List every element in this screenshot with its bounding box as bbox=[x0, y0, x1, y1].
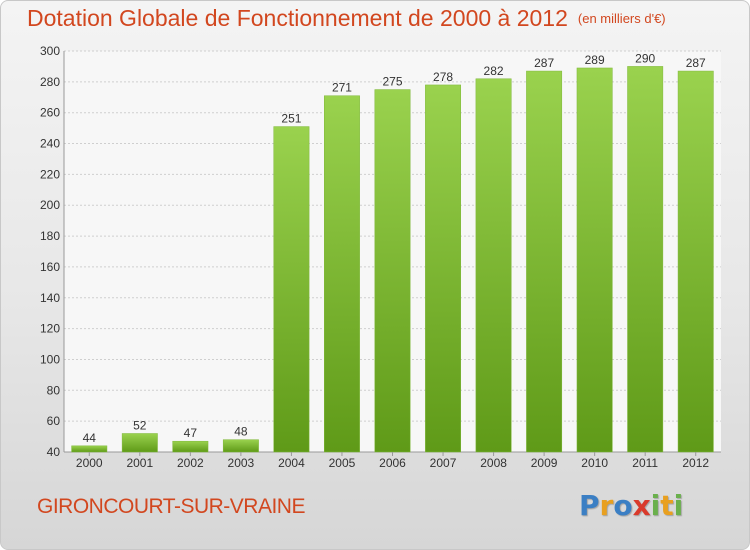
data-label: 287 bbox=[534, 56, 554, 70]
x-tick-label: 2003 bbox=[228, 456, 255, 470]
x-tick-label: 2010 bbox=[581, 456, 608, 470]
logo-letter: P bbox=[579, 489, 600, 522]
data-label: 287 bbox=[686, 56, 706, 70]
y-tick-label: 280 bbox=[40, 75, 60, 89]
bar-2004 bbox=[273, 126, 310, 453]
bar-2003 bbox=[222, 439, 259, 453]
bar-2007 bbox=[425, 84, 461, 453]
y-tick-label: 260 bbox=[40, 106, 60, 120]
y-tick-label: 200 bbox=[40, 198, 60, 212]
chart-subtitle: (en milliers d'€) bbox=[577, 11, 666, 26]
x-tick-label: 2005 bbox=[329, 456, 356, 470]
y-tick-label: 120 bbox=[40, 322, 60, 336]
y-tick-label: 100 bbox=[40, 352, 60, 366]
logo-letter: o bbox=[613, 489, 633, 522]
logo-letter: i bbox=[673, 489, 684, 522]
x-tick-label: 2001 bbox=[126, 456, 153, 470]
x-tick-label: 2012 bbox=[682, 456, 709, 470]
data-label: 251 bbox=[281, 112, 301, 126]
chart-title: Dotation Globale de Fonctionnement de 20… bbox=[27, 5, 666, 32]
proxiti-logo: Proxiti bbox=[579, 489, 683, 522]
x-tick-label: 2002 bbox=[177, 456, 204, 470]
logo-letter: i bbox=[650, 489, 661, 522]
bar-2006 bbox=[374, 89, 411, 453]
y-tick-label: 40 bbox=[47, 445, 61, 459]
bar-2000 bbox=[71, 445, 108, 453]
x-tick-label: 2008 bbox=[480, 456, 507, 470]
data-label: 282 bbox=[484, 64, 504, 78]
bar-2008 bbox=[475, 78, 512, 453]
logo-letter: t bbox=[660, 489, 674, 522]
y-tick-label: 240 bbox=[40, 137, 60, 151]
x-tick-label: 2007 bbox=[430, 456, 457, 470]
data-label: 47 bbox=[184, 426, 198, 440]
data-label: 290 bbox=[635, 51, 655, 65]
y-tick-label: 180 bbox=[40, 229, 60, 243]
data-label: 289 bbox=[585, 53, 605, 67]
bar-2010 bbox=[576, 67, 613, 453]
bar-2009 bbox=[526, 70, 563, 453]
y-tick-label: 60 bbox=[47, 414, 61, 428]
bar-2005 bbox=[324, 95, 360, 453]
y-tick-label: 300 bbox=[40, 44, 60, 58]
data-label: 271 bbox=[332, 81, 352, 95]
data-label: 48 bbox=[234, 425, 248, 439]
y-tick-label: 220 bbox=[40, 167, 60, 181]
x-tick-label: 2011 bbox=[632, 456, 658, 470]
bar-2012 bbox=[677, 70, 714, 453]
x-tick-label: 2009 bbox=[531, 456, 558, 470]
x-tick-label: 2000 bbox=[76, 456, 103, 470]
logo-letter: r bbox=[599, 489, 614, 522]
chart-title-text: Dotation Globale de Fonctionnement de 20… bbox=[27, 5, 568, 31]
bar-2001 bbox=[121, 433, 158, 453]
y-tick-label: 140 bbox=[40, 291, 60, 305]
logo-letter: x bbox=[632, 489, 651, 522]
data-label: 52 bbox=[133, 418, 147, 432]
bar-2011 bbox=[627, 66, 664, 453]
y-tick-label: 160 bbox=[40, 260, 60, 274]
commune-name: GIRONCOURT-SUR-VRAINE bbox=[37, 495, 305, 518]
bar-2002 bbox=[172, 440, 209, 453]
data-label: 278 bbox=[433, 70, 453, 84]
y-tick-label: 80 bbox=[47, 383, 61, 397]
data-label: 275 bbox=[382, 75, 402, 89]
x-tick-label: 2004 bbox=[278, 456, 305, 470]
data-label: 44 bbox=[83, 431, 97, 445]
x-tick-label: 2006 bbox=[379, 456, 406, 470]
